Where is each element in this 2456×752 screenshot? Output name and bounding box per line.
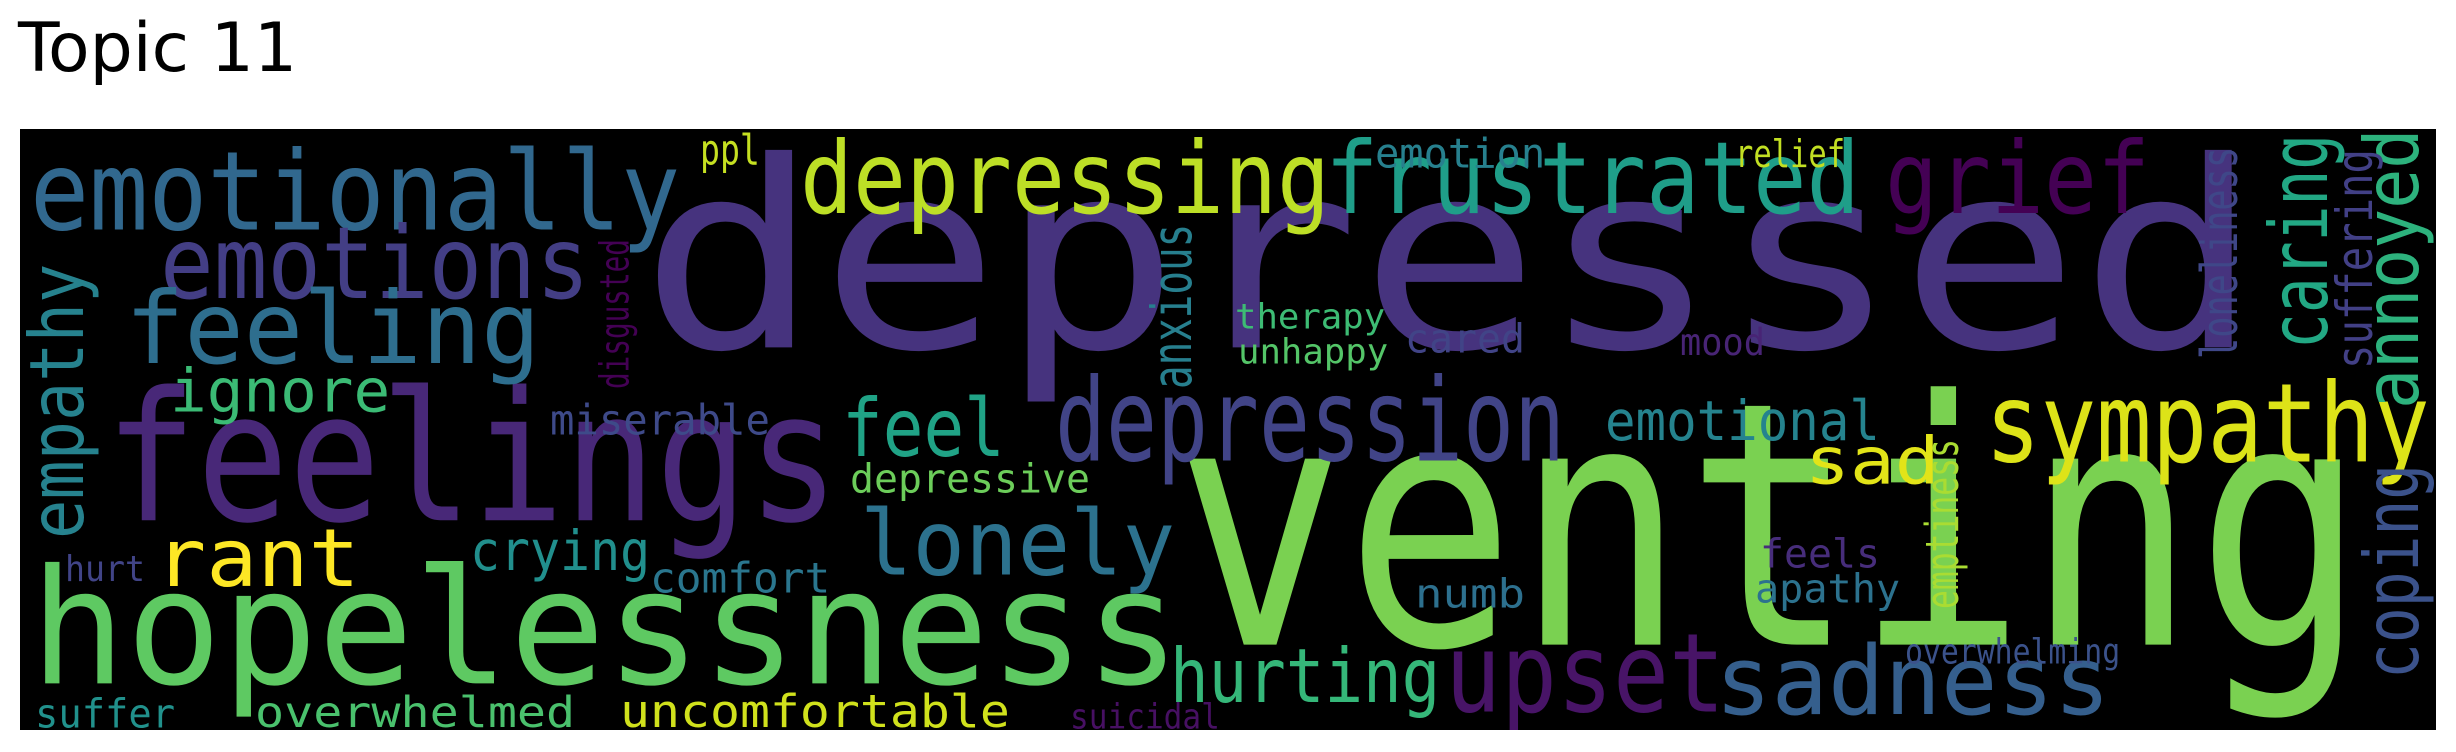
word-anxious: anxious (1140, 223, 1205, 389)
word-hurting: hurting (1170, 632, 1441, 720)
word-overwhelmed: overwhelmed (255, 687, 576, 730)
word-emotionally: emotionally (30, 129, 681, 256)
word-empathy: empathy (20, 263, 101, 539)
word-hurt: hurt (65, 547, 145, 590)
word-disgusted: disgusted (591, 239, 639, 389)
word-venting: venting (1175, 328, 2367, 727)
word-loneliness: loneliness (2190, 146, 2250, 359)
word-emptiness: emptiness (1915, 439, 1969, 609)
word-therapy: therapy (1235, 295, 1386, 337)
chart-title: Topic 11 (18, 9, 298, 88)
word-miserable: miserable (550, 395, 770, 445)
word-upset: upset (1445, 609, 1726, 730)
word-mood: mood (1680, 320, 1765, 364)
word-frustrated: frustrated (1325, 129, 1861, 237)
word-suffering: suffering (2325, 149, 2385, 369)
word-feelings: feelings (105, 352, 840, 564)
word-cloud: depressed venting hopelessness feelings emot… (20, 129, 2436, 730)
word-depressed: depressed (640, 129, 2260, 410)
word-coping: coping (2348, 463, 2436, 679)
word-depression: depression (1055, 353, 1566, 489)
word-uncomfortable: uncomfortable (620, 684, 1010, 730)
word-feels: feels (1760, 530, 1881, 578)
word-apathy: apathy (1755, 565, 1901, 613)
word-grief: grief (1885, 129, 2151, 237)
word-depressive: depressive (850, 455, 1091, 503)
word-feeling: feeling (125, 270, 541, 387)
word-unhappy: unhappy (1238, 330, 1389, 372)
word-suffer: suffer (35, 690, 176, 730)
word-emotion: emotion (1375, 129, 1546, 178)
word-ignore: ignore (170, 355, 391, 426)
word-sadness: sadness (1715, 625, 2111, 730)
word-relief: relief (1735, 131, 1846, 177)
word-hopelessness: hopelessness (30, 534, 1181, 722)
word-sympathy: sympathy (1985, 359, 2430, 488)
word-numb: numb (1415, 570, 1525, 618)
word-sad: sad (1805, 423, 1940, 500)
word-crying: crying (470, 519, 651, 584)
word-emotional: emotional (1605, 389, 1880, 454)
word-comfort: comfort (650, 553, 831, 603)
word-ppl: ppl (700, 129, 760, 175)
word-emotions: emotions (160, 205, 590, 322)
word-lonely: lonely (860, 490, 1176, 597)
word-rant: rant (155, 511, 360, 606)
word-feel: feel (842, 381, 1005, 476)
word-overwhelming: overwhelming (1905, 630, 2121, 672)
word-suicidal: suicidal (1070, 695, 1220, 730)
word-cared: cared (1405, 315, 1526, 363)
word-depressing: depressing (800, 129, 1331, 237)
